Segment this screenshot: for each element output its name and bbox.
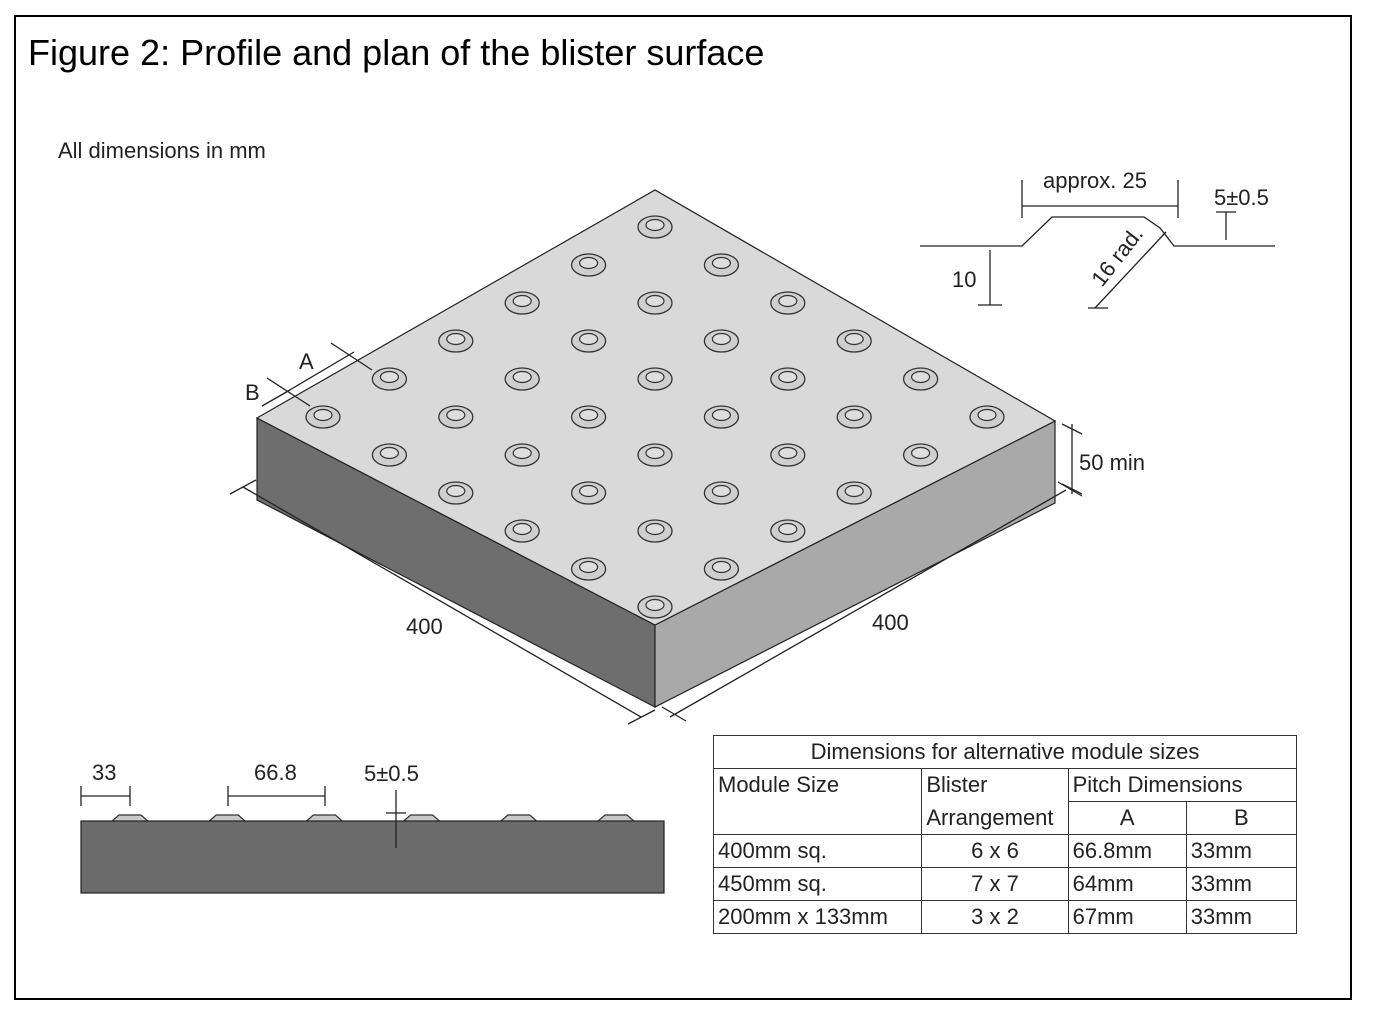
module-size-table: Dimensions for alternative module sizes … — [713, 735, 1297, 934]
blister — [572, 330, 606, 352]
row-arrangement: 6 x 6 — [922, 835, 1068, 868]
header-pitch-b: B — [1186, 802, 1296, 835]
row-module-size: 450mm sq. — [714, 868, 922, 901]
row-arrangement: 7 x 7 — [922, 868, 1068, 901]
blister — [970, 406, 1004, 428]
blister — [704, 254, 738, 276]
radius-label: 16 rad. — [1086, 222, 1148, 291]
profile-slab — [81, 821, 664, 893]
blister — [638, 292, 672, 314]
row-pitch-a: 67mm — [1068, 901, 1186, 934]
length-right-label: 400 — [872, 610, 909, 635]
blister — [439, 482, 473, 504]
side-profile: 33 66.8 5±0.5 — [81, 760, 664, 893]
isometric-tile — [257, 190, 1055, 707]
blister — [771, 368, 805, 390]
blister — [505, 292, 539, 314]
blister — [306, 406, 340, 428]
blister-profile-outline — [920, 217, 1275, 246]
blister — [572, 254, 606, 276]
row-pitch-a: 64mm — [1068, 868, 1186, 901]
row-pitch-b: 33mm — [1186, 835, 1296, 868]
pitch-b-label: B — [245, 380, 260, 405]
blister — [638, 520, 672, 542]
header-blister-line2: Arrangement — [922, 802, 1068, 835]
blister — [439, 406, 473, 428]
header-module-size-spacer — [714, 802, 922, 835]
blister — [372, 444, 406, 466]
table-row: 450mm sq. 7 x 7 64mm 33mm — [714, 868, 1297, 901]
blister — [771, 520, 805, 542]
header-pitch-a: A — [1068, 802, 1186, 835]
blister — [638, 596, 672, 618]
height-label: 5±0.5 — [1214, 185, 1269, 210]
thickness-label: 50 min — [1079, 450, 1145, 475]
blister — [704, 558, 738, 580]
table-subheader-row: Arrangement A B — [714, 802, 1297, 835]
table-title-row: Dimensions for alternative module sizes — [714, 736, 1297, 769]
table-row: 200mm x 133mm 3 x 2 67mm 33mm — [714, 901, 1297, 934]
table-header-row: Module Size Blister Pitch Dimensions — [714, 769, 1297, 802]
blister — [704, 330, 738, 352]
blister — [505, 368, 539, 390]
header-blister-line1: Blister — [922, 769, 1068, 802]
row-module-size: 400mm sq. — [714, 835, 922, 868]
blister — [572, 482, 606, 504]
blister — [837, 406, 871, 428]
blister — [505, 444, 539, 466]
edge-offset-label: 33 — [92, 760, 116, 785]
top-width-label: approx. 25 — [1043, 168, 1147, 193]
length-right-tick-end — [1058, 482, 1082, 496]
blister — [439, 330, 473, 352]
blister — [572, 406, 606, 428]
blister — [572, 558, 606, 580]
blister — [372, 368, 406, 390]
blister — [704, 482, 738, 504]
blister — [771, 444, 805, 466]
blister — [638, 368, 672, 390]
table-row: 400mm sq. 6 x 6 66.8mm 33mm — [714, 835, 1297, 868]
blister — [771, 292, 805, 314]
pitch-label: 66.8 — [254, 760, 297, 785]
blister — [904, 444, 938, 466]
base-height-label: 10 — [952, 267, 976, 292]
pitch-a-label: A — [299, 349, 314, 374]
row-arrangement: 3 x 2 — [922, 901, 1068, 934]
blister — [904, 368, 938, 390]
header-module-size: Module Size — [714, 769, 922, 802]
blister — [837, 482, 871, 504]
length-left-label: 400 — [406, 614, 443, 639]
row-pitch-b: 33mm — [1186, 901, 1296, 934]
blister — [704, 406, 738, 428]
row-pitch-b: 33mm — [1186, 868, 1296, 901]
blister — [638, 216, 672, 238]
table-title: Dimensions for alternative module sizes — [714, 736, 1297, 769]
length-right-tick-start — [662, 707, 686, 721]
blister — [505, 520, 539, 542]
row-pitch-a: 66.8mm — [1068, 835, 1186, 868]
profile-height-label: 5±0.5 — [364, 761, 419, 786]
blister — [837, 330, 871, 352]
blister-profile: approx. 25 5±0.5 10 16 rad. — [920, 168, 1275, 308]
row-module-size: 200mm x 133mm — [714, 901, 922, 934]
header-pitch-dimensions: Pitch Dimensions — [1068, 769, 1296, 802]
blister — [638, 444, 672, 466]
